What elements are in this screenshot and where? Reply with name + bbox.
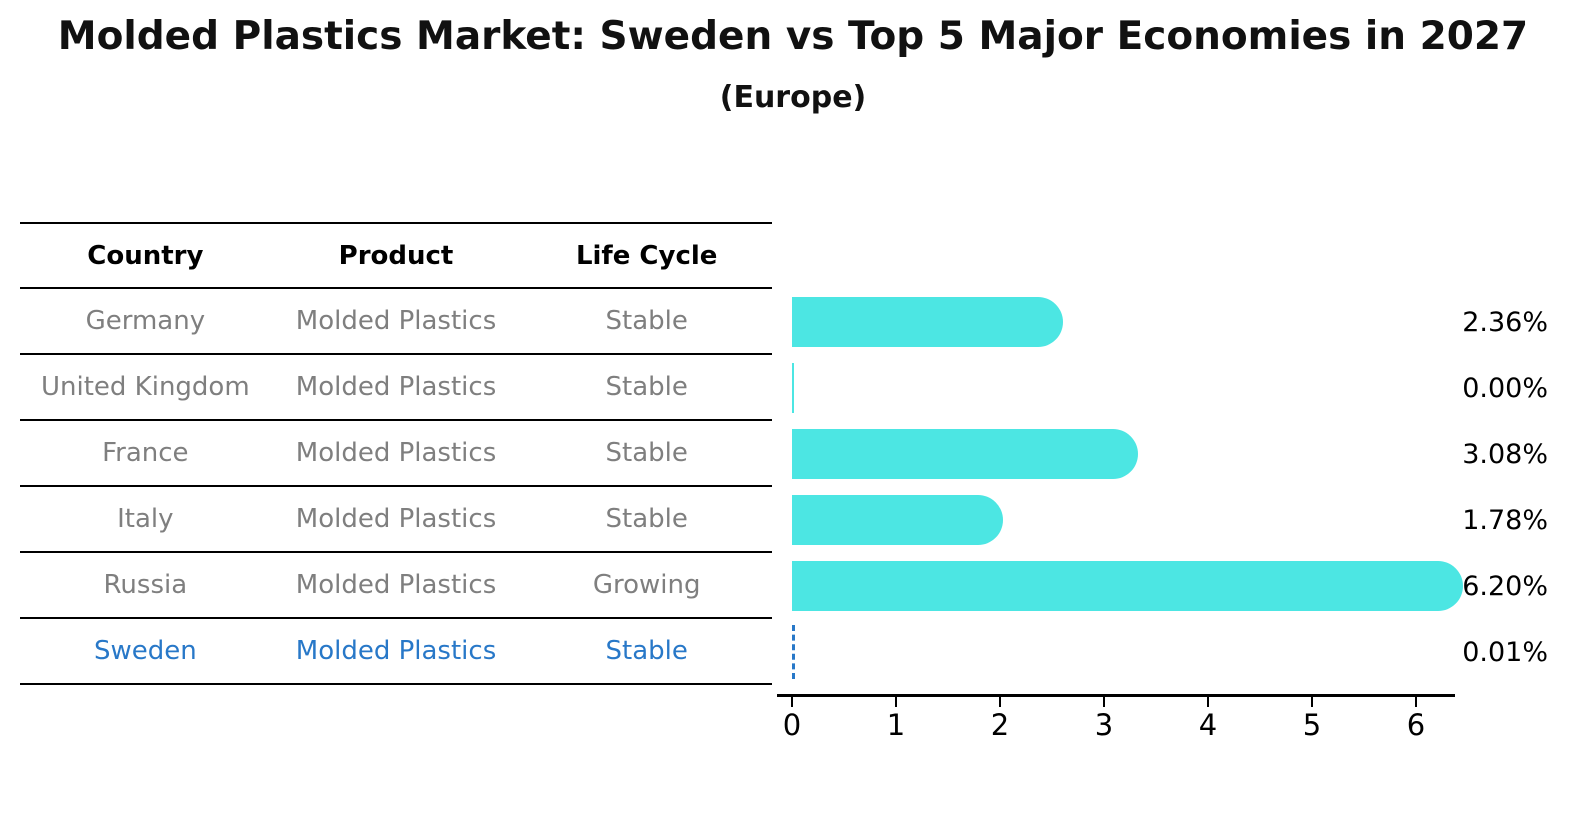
table-header-country: Country [87, 240, 204, 271]
table-body: Germany Molded Plastics Stable United Kingd… [20, 289, 772, 685]
x-tick-mark-5 [1311, 697, 1313, 707]
country-cell: Sweden [93, 636, 197, 666]
product-cell: Molded Plastics [295, 372, 497, 402]
x-tick-label-6: 6 [1406, 708, 1426, 742]
country-cell: Germany [85, 306, 206, 336]
value-label-france: 3.08% [1462, 438, 1548, 470]
table-header-life-cycle: Life Cycle [575, 240, 718, 271]
value-label-sweden: 0.01% [1462, 636, 1548, 668]
life-cycle-cell: Stable [605, 504, 688, 534]
value-label-united-kingdom: 0.00% [1462, 372, 1548, 404]
x-tick-mark-0 [791, 697, 793, 707]
x-tick-mark-2 [999, 697, 1001, 707]
product-cell: Molded Plastics [295, 438, 497, 468]
x-tick-mark-3 [1103, 697, 1105, 707]
value-label-germany: 2.36% [1462, 306, 1548, 338]
bar-united-kingdom-zero [792, 363, 794, 413]
table-row-russia: Russia Molded Plastics Growing [20, 553, 772, 619]
x-tick-label-0: 0 [782, 708, 802, 742]
life-cycle-cell: Growing [592, 570, 701, 600]
life-cycle-cell: Stable [605, 438, 688, 468]
table-row-united-kingdom: United Kingdom Molded Plastics Stable [20, 355, 772, 421]
country-table: Country Product Life Cycle Germany Molded P… [20, 222, 772, 685]
table-row-france: France Molded Plastics Stable [20, 421, 772, 487]
life-cycle-cell: Stable [605, 306, 688, 336]
table-header-row: Country Product Life Cycle [20, 222, 772, 289]
bar-band-united-kingdom [792, 355, 1512, 421]
product-cell: Molded Plastics [295, 504, 497, 534]
x-tick-label-4: 4 [1198, 708, 1218, 742]
value-label-italy: 1.78% [1462, 504, 1548, 536]
bar-band-sweden [792, 619, 1512, 685]
country-cell: United Kingdom [40, 372, 250, 402]
country-cell: France [102, 438, 189, 468]
life-cycle-cell: Stable [605, 636, 688, 666]
bar-germany [792, 297, 1064, 347]
x-tick-label-2: 2 [990, 708, 1010, 742]
bar-sweden-dashed-zero [792, 625, 795, 679]
x-tick-mark-6 [1415, 697, 1417, 707]
product-cell: Molded Plastics [295, 306, 497, 336]
bar-band-italy [792, 487, 1512, 553]
country-cell: Russia [103, 570, 188, 600]
value-label-russia: 6.20% [1462, 570, 1548, 602]
product-cell: Molded Plastics [295, 636, 497, 666]
x-axis-line [777, 694, 1455, 697]
table-row-sweden: Sweden Molded Plastics Stable [20, 619, 772, 685]
x-tick-label-5: 5 [1302, 708, 1322, 742]
bar-russia [792, 561, 1463, 611]
life-cycle-cell: Stable [605, 372, 688, 402]
x-tick-mark-1 [895, 697, 897, 707]
bar-band-germany [792, 289, 1512, 355]
chart-title: Molded Plastics Market: Sweden vs Top 5 … [57, 14, 1529, 59]
x-tick-mark-4 [1207, 697, 1209, 707]
bar-band-russia [792, 553, 1512, 619]
bar-italy [792, 495, 1004, 545]
x-tick-label-3: 3 [1094, 708, 1114, 742]
x-tick-label-1: 1 [886, 708, 906, 742]
bar-france [792, 429, 1139, 479]
table-header-product: Product [338, 240, 454, 271]
bar-plot-area [792, 289, 1512, 685]
product-cell: Molded Plastics [295, 570, 497, 600]
country-cell: Italy [117, 504, 174, 534]
bar-band-france [792, 421, 1512, 487]
chart-subtitle: (Europe) [719, 80, 867, 115]
table-row-italy: Italy Molded Plastics Stable [20, 487, 772, 553]
table-row-germany: Germany Molded Plastics Stable [20, 289, 772, 355]
